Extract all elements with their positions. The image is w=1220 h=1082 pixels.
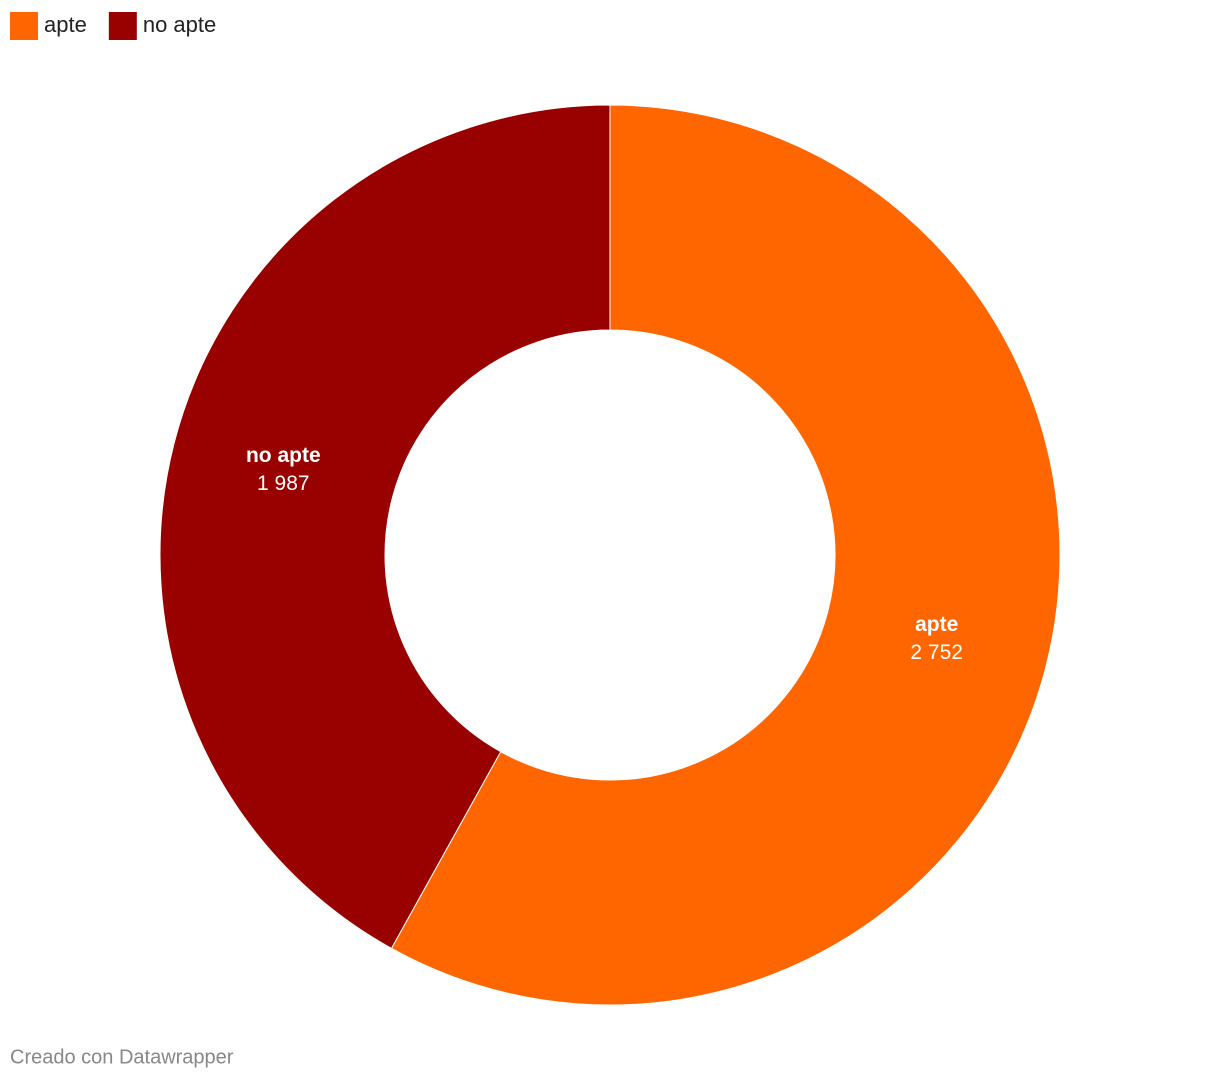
legend-label: apte: [44, 12, 87, 37]
slice-label: apte: [915, 613, 958, 636]
legend-label: no apte: [143, 12, 216, 37]
slice-value: 2 752: [910, 641, 963, 664]
donut-slice: [390, 104, 1061, 1006]
legend-swatch: [10, 12, 38, 40]
footer: Creado con Datawrapper: [10, 1046, 234, 1068]
donut-slice: [159, 104, 611, 950]
legend-swatch: [108, 12, 137, 40]
slice-value: 1 987: [257, 472, 310, 495]
slice-label: no apte: [246, 444, 321, 467]
